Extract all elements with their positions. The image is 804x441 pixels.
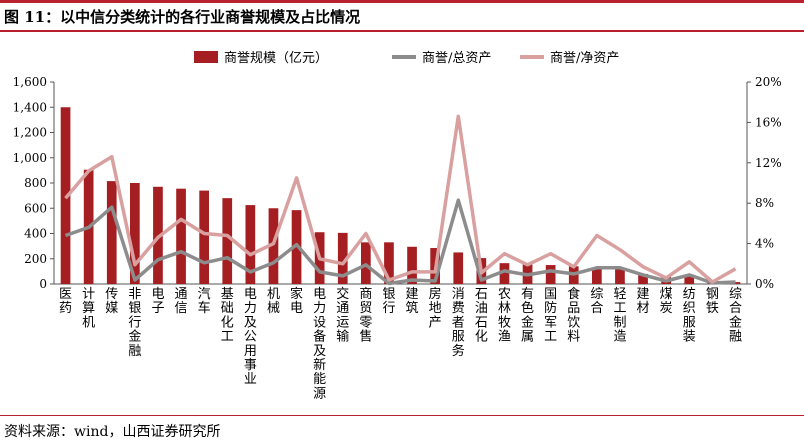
left-axis-tick-label: 0 bbox=[39, 277, 47, 291]
source-divider bbox=[0, 415, 804, 416]
category-label: 煤炭 bbox=[660, 287, 673, 316]
bar-goodwill bbox=[106, 181, 117, 284]
legend-swatch bbox=[194, 51, 218, 63]
category-label: 综合 bbox=[590, 287, 603, 316]
bar-goodwill bbox=[453, 252, 464, 284]
legend-label: 商誉规模（亿元） bbox=[224, 51, 328, 66]
legend-item-goodwill-bar: 商誉规模（亿元） bbox=[194, 51, 328, 66]
category-label: 非银行金融 bbox=[128, 287, 141, 359]
bar-goodwill bbox=[684, 274, 695, 284]
left-axis-tick-label: 1,000 bbox=[13, 151, 47, 165]
bar-goodwill bbox=[591, 267, 602, 284]
category-label: 商贸零售 bbox=[359, 287, 372, 345]
line-series bbox=[64, 114, 737, 286]
right-axis-tick-label: 16% bbox=[755, 115, 782, 129]
bar-goodwill bbox=[199, 190, 210, 284]
chart-legend: 商誉规模（亿元） 商誉/总资产 商誉/净资产 bbox=[194, 51, 619, 66]
figure-title: 图 11：以中信分类统计的各行业商誉规模及占比情况 bbox=[4, 8, 361, 26]
category-label: 通信 bbox=[175, 287, 188, 316]
category-labels: 医药计算机传媒非银行金融电子通信汽车基础化工电力及公用事业机械家电电力设备及新能… bbox=[59, 286, 742, 401]
chart-axes: 0 200 400 600 800 1,000 1,200 1,400 1,600 0% 4% 8% 1… bbox=[13, 75, 782, 291]
left-axis-tick-label: 1,400 bbox=[13, 100, 47, 114]
category-label: 消费者服务 bbox=[452, 287, 465, 359]
goodwill-chart: 商誉规模（亿元） 商誉/总资产 商誉/净资产 0 200 400 600 800 1,000 1… bbox=[13, 51, 782, 401]
category-label: 电力设备及新能源 bbox=[313, 287, 326, 401]
category-label: 电子 bbox=[151, 287, 164, 316]
bar-goodwill bbox=[545, 265, 556, 284]
bar-goodwill bbox=[176, 188, 186, 284]
right-axis-tick-label: 0% bbox=[755, 277, 774, 291]
category-label: 综合金融 bbox=[729, 287, 742, 345]
category-label: 建材 bbox=[637, 287, 650, 316]
line-goodwill-to-net-assets bbox=[64, 114, 737, 284]
bar-goodwill bbox=[222, 198, 233, 284]
right-axis-tick-label: 8% bbox=[755, 196, 774, 210]
category-label: 家电 bbox=[290, 286, 303, 316]
bar-goodwill bbox=[407, 246, 417, 284]
category-label: 钢铁 bbox=[706, 287, 719, 316]
legend-item-net-assets: 商誉/净资产 bbox=[520, 51, 619, 66]
category-label: 房地产 bbox=[429, 286, 442, 330]
category-label: 传媒 bbox=[105, 287, 118, 316]
bar-goodwill bbox=[337, 232, 348, 284]
bar-goodwill bbox=[638, 273, 648, 284]
legend-label: 商誉/总资产 bbox=[422, 51, 491, 66]
category-label: 有色金属 bbox=[521, 287, 534, 345]
category-label: 基础化工 bbox=[221, 287, 234, 345]
category-label: 电力及公用事业 bbox=[244, 287, 257, 387]
legend-item-total-assets: 商誉/总资产 bbox=[392, 51, 491, 66]
category-label: 农林牧渔 bbox=[498, 287, 511, 345]
category-label: 建筑 bbox=[406, 287, 419, 316]
category-label: 银行 bbox=[382, 287, 395, 316]
left-axis-tick-label: 1,600 bbox=[13, 75, 47, 89]
line-goodwill-to-total-assets bbox=[64, 198, 736, 286]
category-label: 交通运输 bbox=[336, 286, 349, 345]
category-label: 石油石化 bbox=[475, 287, 488, 345]
left-axis-tick-label: 1,200 bbox=[13, 126, 47, 140]
top-accent-rule bbox=[0, 0, 804, 3]
bar-goodwill bbox=[384, 242, 394, 284]
bar-goodwill bbox=[615, 268, 625, 284]
right-axis-tick-label: 12% bbox=[755, 156, 782, 170]
left-axis-tick-label: 200 bbox=[24, 252, 47, 266]
left-axis-tick-label: 800 bbox=[24, 176, 47, 190]
left-axis-tick-label: 600 bbox=[24, 201, 47, 215]
bar-goodwill bbox=[245, 205, 256, 284]
title-divider bbox=[0, 30, 804, 32]
category-label: 计算机 bbox=[82, 287, 95, 330]
bar-goodwill bbox=[268, 208, 279, 284]
bar-goodwill bbox=[129, 183, 140, 284]
category-label: 机械 bbox=[267, 287, 280, 316]
source-note: 资料来源：wind，山西证券研究所 bbox=[4, 424, 221, 440]
category-label: 纺织服装 bbox=[683, 287, 696, 345]
category-label: 医药 bbox=[59, 287, 72, 316]
left-axis-tick-label: 400 bbox=[24, 227, 47, 241]
legend-label: 商誉/净资产 bbox=[550, 51, 619, 66]
category-label: 汽车 bbox=[198, 287, 211, 316]
category-label: 国防军工 bbox=[544, 287, 557, 345]
right-axis-tick-label: 4% bbox=[755, 237, 774, 251]
bar-goodwill bbox=[499, 263, 510, 284]
category-label: 食品饮料 bbox=[567, 286, 580, 345]
category-label: 轻工制造 bbox=[613, 287, 626, 345]
right-axis-tick-label: 20% bbox=[755, 75, 782, 89]
